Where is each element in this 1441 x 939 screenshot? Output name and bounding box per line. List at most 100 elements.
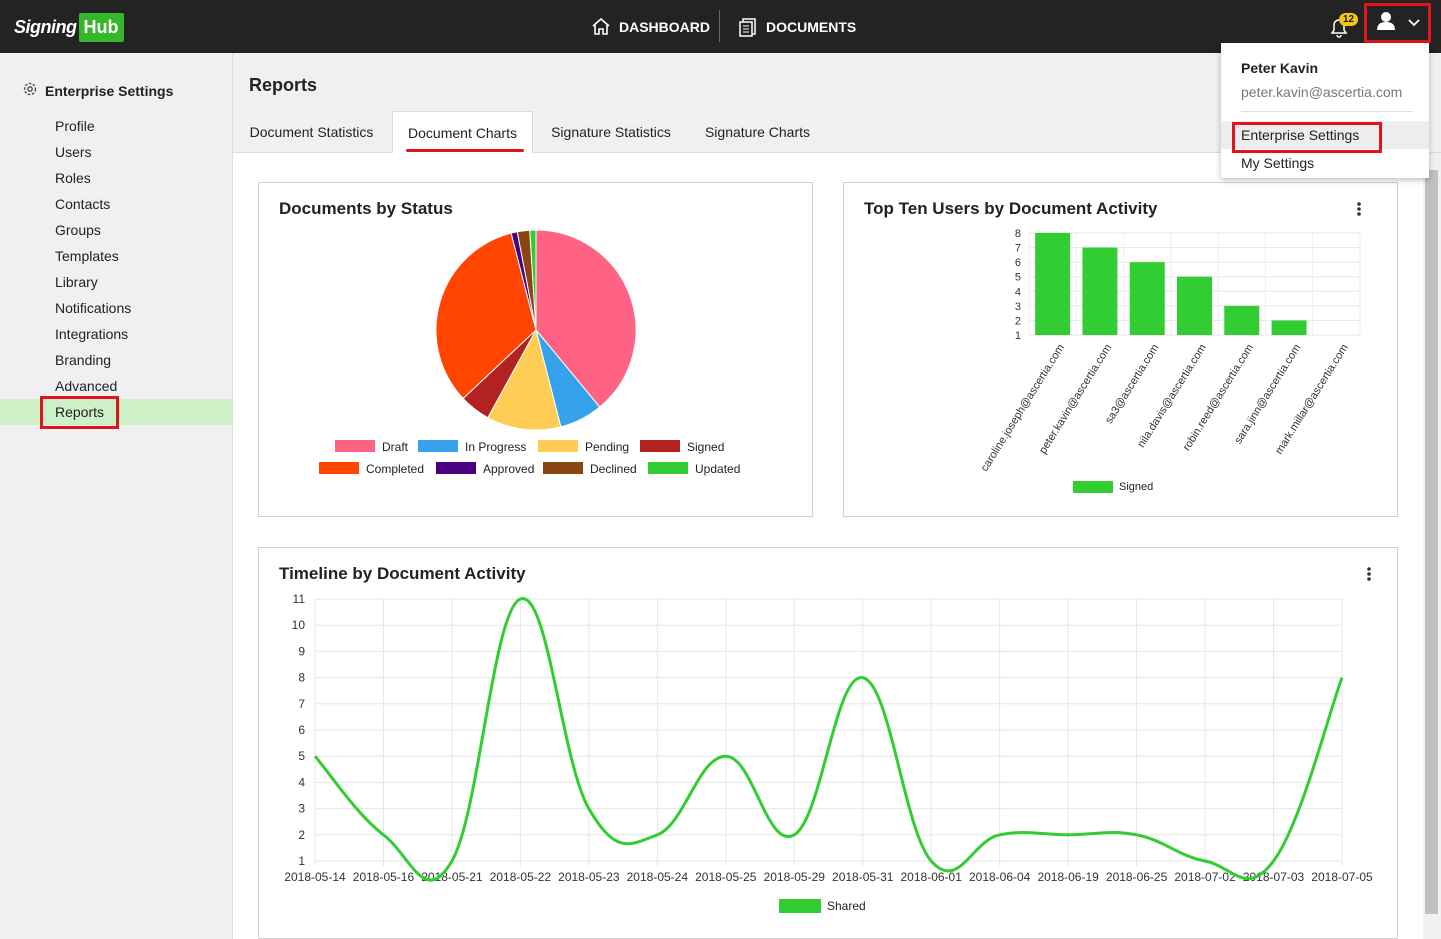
home-icon — [591, 17, 611, 36]
x-tick-label: 2018-05-16 — [353, 870, 415, 884]
sidebar-title-label: Enterprise Settings — [45, 82, 174, 99]
y-tick-label: 10 — [292, 618, 306, 632]
user-dropdown-menu: Peter Kavin peter.kavin@ascertia.com Ent… — [1221, 43, 1429, 178]
tab-signature-statistics[interactable]: Signature Statistics — [551, 124, 671, 140]
sidebar-item-contacts[interactable]: Contacts — [55, 196, 111, 212]
documents-by-status-card: Documents by Status Draft In Progress Pend… — [258, 182, 813, 517]
legend-swatch — [543, 462, 583, 474]
sidebar-item-notifications[interactable]: Notifications — [55, 300, 132, 316]
y-tick-label: 7 — [1015, 243, 1021, 255]
legend-label: Shared — [827, 899, 866, 913]
sidebar-item-groups[interactable]: Groups — [55, 222, 101, 238]
x-tick-label: 2018-05-25 — [695, 870, 757, 884]
x-tick-label: 2018-05-31 — [832, 870, 894, 884]
y-tick-label: 11 — [293, 592, 306, 606]
legend-label: In Progress — [465, 440, 526, 454]
legend-swatch — [779, 899, 821, 913]
pie-slice-draft — [535, 229, 637, 408]
tab-signature-charts[interactable]: Signature Charts — [704, 124, 811, 140]
sidebar-item-library[interactable]: Library — [55, 274, 98, 290]
pie-slice-pending — [487, 328, 562, 431]
sidebar: Enterprise Settings — [0, 53, 233, 939]
user-icon — [1376, 11, 1396, 36]
chart-title: Timeline by Document Activity — [279, 564, 526, 583]
y-tick-label: 4 — [1015, 286, 1021, 298]
scrollbar-thumb[interactable] — [1425, 170, 1438, 914]
sidebar-item-templates[interactable]: Templates — [55, 248, 119, 264]
y-tick-label: 9 — [298, 644, 305, 658]
x-tick-label: 2018-07-05 — [1311, 870, 1373, 884]
y-tick-label: 2 — [298, 828, 305, 842]
sidebar-item-branding[interactable]: Branding — [55, 352, 112, 368]
nav-dashboard[interactable]: DASHBOARD — [591, 0, 710, 53]
legend-label: Signed — [687, 440, 724, 454]
bar — [1129, 262, 1165, 335]
y-tick-label: 4 — [298, 775, 305, 789]
menu-item-enterprise-settings[interactable]: Enterprise Settings — [1221, 121, 1429, 149]
user-email: peter.kavin@ascertia.com — [1241, 84, 1403, 100]
bar — [1177, 276, 1212, 335]
legend-swatch — [335, 440, 375, 452]
sidebar-item-integrations[interactable]: Integrations — [55, 326, 129, 342]
bar — [1271, 320, 1307, 335]
page-title: Reports — [249, 75, 318, 95]
legend-swatch — [436, 462, 476, 474]
sidebar-title: Enterprise Settings — [22, 81, 173, 100]
legend-swatch — [648, 462, 688, 474]
legend-swatch — [319, 462, 359, 474]
legend-label: Declined — [590, 462, 637, 476]
x-tick-label: caroline.joseph@ascertia.com — [979, 342, 1067, 473]
user-name: Peter Kavin — [1241, 60, 1319, 76]
x-tick-label: 2018-06-01 — [901, 870, 963, 884]
x-tick-label: 2018-06-04 — [969, 870, 1031, 884]
y-tick-label: 5 — [298, 749, 305, 763]
x-tick-label: 2018-05-24 — [627, 870, 689, 884]
report-tabs: Document Statistics Document Charts Sign… — [233, 111, 1441, 154]
kebab-menu-icon[interactable] — [1356, 201, 1362, 222]
nav-documents-label: DOCUMENTS — [766, 18, 857, 35]
legend-swatch — [640, 440, 680, 452]
nav-dashboard-label: DASHBOARD — [619, 18, 710, 35]
y-tick-label: 8 — [1015, 228, 1021, 240]
chevron-down-icon — [1407, 14, 1420, 32]
chart-title: Documents by Status — [279, 199, 453, 218]
x-tick-label: 2018-07-02 — [1174, 870, 1236, 884]
signinghub-logo[interactable]: Signing Hub — [14, 11, 124, 43]
y-tick-label: 1 — [298, 854, 305, 868]
sidebar-item-advanced[interactable]: Advanced — [55, 378, 118, 394]
y-tick-label: 1 — [1015, 330, 1021, 342]
x-tick-label: 2018-07-03 — [1243, 870, 1305, 884]
nav-documents[interactable]: DOCUMENTS — [738, 0, 856, 53]
logo-text: Signing — [14, 16, 77, 37]
legend-label: Completed — [366, 462, 424, 476]
legend-label: Signed — [1119, 481, 1153, 493]
menu-item-my-settings[interactable]: My Settings — [1241, 155, 1315, 171]
pie-chart: Draft In Progress Pending Signed Completed Ap… — [319, 229, 740, 476]
user-menu-button[interactable] — [1364, 3, 1431, 43]
x-tick-label: 2018-05-23 — [558, 870, 620, 884]
tab-document-charts[interactable]: Document Charts — [392, 111, 533, 154]
line-chart: 1 2 3 4 5 6 7 8 9 10 11 2018-05-14 2018-05-16 2018-05… — [284, 592, 1373, 913]
tab-document-statistics[interactable]: Document Statistics — [249, 124, 374, 140]
kebab-menu-icon[interactable] — [1366, 566, 1372, 587]
sidebar-item-users[interactable]: Users — [55, 144, 92, 160]
legend-label: Updated — [695, 462, 740, 476]
sidebar-item-roles[interactable]: Roles — [55, 170, 91, 186]
x-tick-label: 2018-05-14 — [284, 870, 346, 884]
sidebar-item-profile[interactable]: Profile — [55, 118, 95, 134]
pie-slice-completed — [435, 232, 537, 400]
bar — [1035, 233, 1071, 335]
x-tick-label: 2018-06-25 — [1106, 870, 1168, 884]
chart-title: Top Ten Users by Document Activity — [864, 199, 1158, 218]
y-tick-label: 3 — [298, 802, 305, 816]
dropdown-divider — [1241, 111, 1413, 112]
x-tick-label: 2018-05-22 — [490, 870, 552, 884]
documents-icon — [738, 17, 758, 37]
bar-chart: 12345678caroline.joseph@ascertia.compete… — [979, 228, 1361, 493]
pie-slice-updated — [529, 229, 537, 331]
nav-divider — [719, 10, 720, 42]
x-tick-label: 2018-05-21 — [421, 870, 483, 884]
legend-swatch — [418, 440, 458, 452]
notification-count-badge: 12 — [1339, 13, 1359, 26]
